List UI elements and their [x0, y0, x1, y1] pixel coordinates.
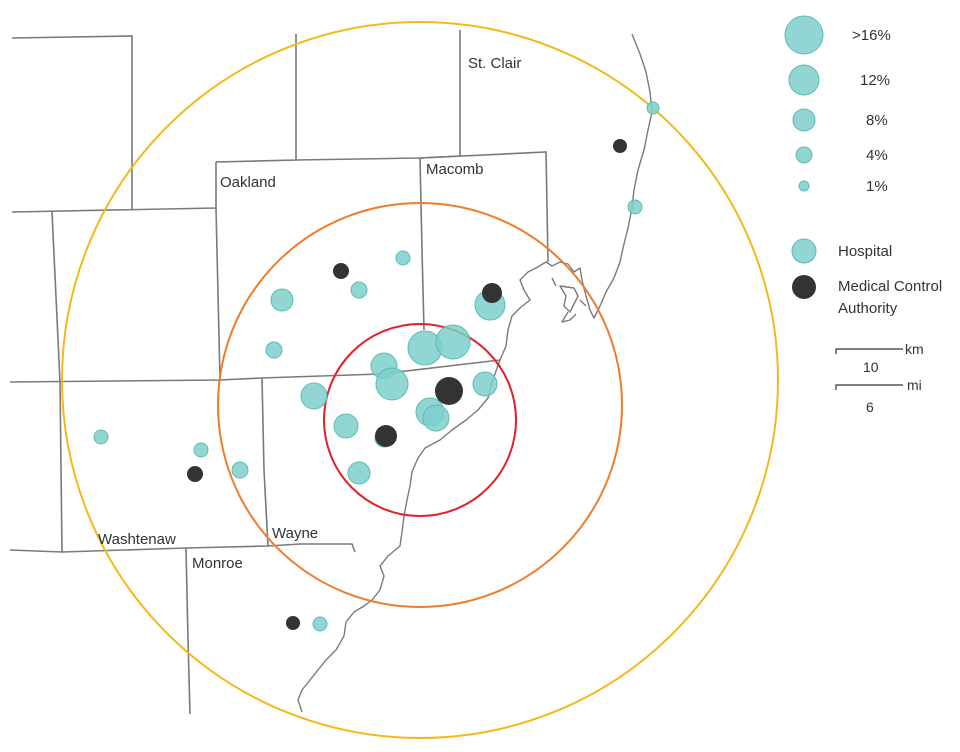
- mca-marker[interactable]: [482, 283, 502, 303]
- scale-bar-mi-value: 6: [866, 399, 874, 415]
- hospital-marker[interactable]: [422, 404, 450, 432]
- distance-ring-inner: [323, 323, 517, 517]
- legend-size-label: 1%: [866, 178, 888, 195]
- legend-type-label-hospital: Hospital: [838, 243, 892, 260]
- boundary-oakland-west-lower: [215, 207, 221, 381]
- hospital-marker[interactable]: [435, 324, 471, 360]
- legend-type-label-mca-line2: Authority: [838, 300, 898, 317]
- mca-markers: [187, 139, 627, 630]
- legend-size-label: 8%: [866, 112, 888, 129]
- hospital-markers: [93, 101, 660, 632]
- scale-bar-km-unit: km: [905, 341, 924, 357]
- county-label-monroe: Monroe: [192, 555, 243, 572]
- hospital-marker[interactable]: [93, 429, 109, 445]
- hospital-marker[interactable]: [395, 250, 411, 266]
- mca-legend-icon: [792, 275, 816, 299]
- hospital-marker[interactable]: [472, 371, 498, 397]
- distance-ring-middle: [217, 202, 623, 608]
- boundary-stclair-south: [295, 30, 461, 161]
- hospital-marker[interactable]: [231, 461, 249, 479]
- stclair-flats: [559, 285, 579, 313]
- distance-ring-outer: [61, 21, 779, 739]
- lake-stclair-shoreline: [499, 33, 653, 361]
- hospital-marker[interactable]: [627, 199, 643, 215]
- county-label-macomb: Macomb: [426, 161, 484, 178]
- scale-bar-mi-line: [835, 384, 903, 390]
- stclair-islands: [551, 277, 587, 323]
- boundary-oakland-north: [215, 34, 297, 163]
- hospital-marker[interactable]: [265, 341, 283, 359]
- county-labels: St. Clair Oakland Macomb Washtenaw Wayne…: [98, 55, 521, 572]
- county-label-oakland: Oakland: [220, 174, 276, 191]
- boundary-north-west: [11, 35, 133, 210]
- mca-marker[interactable]: [286, 616, 300, 630]
- boundary-oakland-west: [11, 162, 217, 213]
- hospital-legend-icon: [791, 238, 817, 264]
- legend: >16% 12% 8% 4% 1% Hospital Medical Contr…: [784, 15, 942, 317]
- shoreline: [297, 33, 653, 713]
- detroit-river-shoreline: [297, 359, 501, 713]
- mca-marker[interactable]: [333, 263, 349, 279]
- county-label-st-clair: St. Clair: [468, 55, 521, 72]
- legend-size-marker-1: [798, 180, 810, 192]
- mca-marker[interactable]: [375, 425, 397, 447]
- legend-size-marker-12: [788, 64, 820, 96]
- county-label-wayne: Wayne: [272, 525, 318, 542]
- boundary-macomb-north: [419, 151, 549, 263]
- legend-size-marker-8: [792, 108, 816, 132]
- mca-marker[interactable]: [187, 466, 203, 482]
- legend-size-marker-4: [795, 146, 813, 164]
- county-boundaries: [9, 30, 549, 715]
- hospital-marker[interactable]: [646, 101, 660, 115]
- hospital-marker[interactable]: [300, 382, 328, 410]
- legend-type-label-mca-line1: Medical Control: [838, 278, 942, 295]
- hospital-marker[interactable]: [375, 367, 409, 401]
- legend-size-label: >16%: [852, 27, 891, 44]
- hospital-marker[interactable]: [312, 616, 328, 632]
- hospital-marker[interactable]: [347, 461, 371, 485]
- legend-size-label: 12%: [860, 72, 890, 89]
- scale-bar-mi-unit: mi: [907, 377, 922, 393]
- hospital-marker[interactable]: [270, 288, 294, 312]
- scale-bar-km-line: [835, 348, 903, 354]
- hospital-marker[interactable]: [350, 281, 368, 299]
- distance-rings: [61, 21, 779, 739]
- legend-size-marker-16: [784, 15, 824, 55]
- boundary-wayne-west: [261, 377, 269, 547]
- county-label-washtenaw: Washtenaw: [98, 531, 176, 548]
- boundary-monroe-west: [185, 547, 191, 715]
- scale-bar-km-value: 10: [863, 359, 879, 375]
- scale-bar: km 10 mi 6: [835, 341, 924, 415]
- boundary-south: [9, 543, 356, 553]
- legend-size-label: 4%: [866, 147, 888, 164]
- mca-marker[interactable]: [435, 377, 463, 405]
- mca-marker[interactable]: [613, 139, 627, 153]
- hospital-marker[interactable]: [333, 413, 359, 439]
- hospital-marker[interactable]: [193, 442, 209, 458]
- boundary-oakland-macomb: [419, 157, 425, 331]
